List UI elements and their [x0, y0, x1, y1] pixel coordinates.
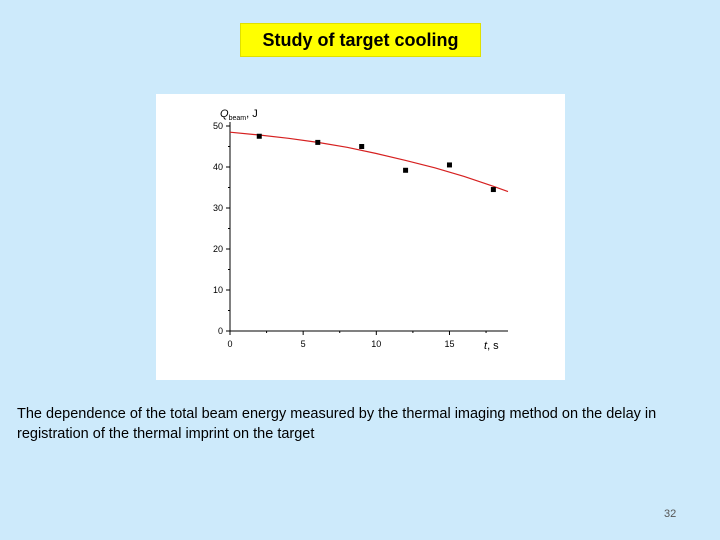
data-point: [256, 133, 262, 139]
data-point: [403, 167, 409, 173]
slide-caption: The dependence of the total beam energy …: [17, 406, 657, 442]
fit-curve: [229, 131, 509, 193]
data-point: [490, 187, 496, 193]
y-tick-label: 30: [213, 203, 223, 213]
data-point: [446, 162, 452, 168]
y-tick-label: 40: [213, 162, 223, 172]
x-tick-label: 5: [301, 339, 306, 349]
slide-title: Study of target cooling: [240, 23, 481, 57]
chart-svg: 0 10 20 30 40 50 0 5 10 15 Qbeam, J t, s: [213, 108, 509, 352]
x-tick-label: 0: [227, 339, 232, 349]
page-number: 32: [664, 508, 677, 520]
x-tick-label: 10: [371, 339, 381, 349]
x-tick-label: 15: [444, 339, 454, 349]
y-tick-label: 10: [213, 285, 223, 295]
y-tick-label: 50: [213, 121, 223, 131]
data-point: [359, 144, 365, 149]
chart-panel: 0 10 20 30 40 50 0 5 10 15 Qbeam, J t, s: [156, 94, 565, 380]
y-axis-label: Qbeam, J: [220, 108, 258, 122]
x-axis-label: t, s: [484, 340, 499, 352]
data-point: [315, 139, 321, 145]
y-tick-label: 0: [218, 326, 223, 336]
y-tick-label: 20: [213, 244, 223, 254]
